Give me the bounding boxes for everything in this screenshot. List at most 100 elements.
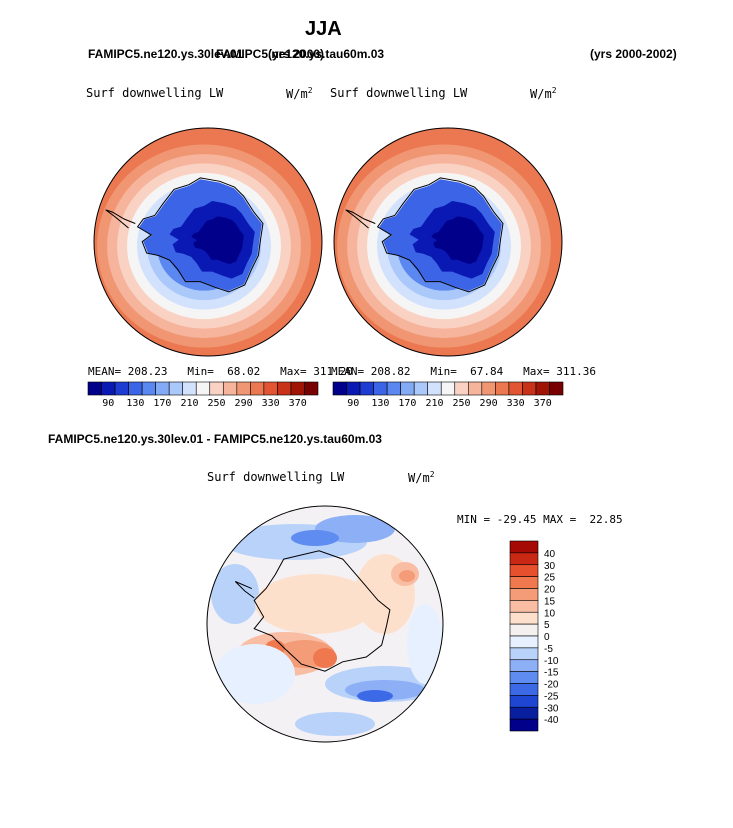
colorbar-tick-label: 20 [544,585,556,596]
colorbar-box [195,381,211,396]
panel1-title: Surf downwelling LW [86,86,224,100]
case-label-a: FAMIPC5.ne120.ys.30lev.01 [88,47,244,61]
peninsula-coastline [105,209,136,229]
colorbar-box [509,576,539,589]
colorbar-1: 90 130 170 210 250 290 330 370 [87,381,319,409]
colorbar-box [87,381,102,396]
colorbar-tick-label: 15 [544,596,556,607]
colorbar-box [509,718,539,732]
colorbar-tick-label: 290 [480,398,498,409]
colorbar-tick-label: -15 [544,668,559,679]
colorbar-tick-label: 90 [102,398,114,409]
colorbar-box [101,381,116,396]
panel2-title: Surf downwelling LW [330,86,468,100]
colorbar-box [373,381,388,396]
colorbar-tick-label: 130 [371,398,389,409]
panel-1-plot [93,127,323,357]
colorbar-box [509,659,539,672]
colorbar-box [509,611,539,625]
colorbar-box [509,552,539,566]
colorbar-box [509,600,539,613]
colorbar-tick-label: 0 [544,632,550,643]
colorbar-box [509,564,539,577]
colorbar-box [141,381,156,396]
land-min-region [191,216,244,265]
colorbar-box [509,695,539,708]
field-layer [94,128,322,356]
colorbar-tick-label: 330 [262,398,280,409]
colorbar-tick-label: 10 [544,608,556,619]
colorbar-tick-label: 370 [534,398,552,409]
panel1-stats: MEAN= 208.23 Min= 68.02 Max= 311.20 [88,365,353,378]
colorbar-box [522,381,537,396]
coastline [136,177,264,293]
colorbar-tick-label: 330 [507,398,525,409]
colorbar-tick-label: -30 [544,703,559,714]
panel3-title: Surf downwelling LW [207,470,345,484]
colorbar-tick-label: 210 [425,398,443,409]
diff-anomaly-patch [313,648,337,668]
colorbar-box [509,540,539,554]
colorbar-box [332,381,347,396]
colorbar-tick-label: 130 [126,398,144,409]
panel2-units: W/m2 [530,86,557,101]
colorbar-box [549,381,564,396]
land-min-region [431,216,484,265]
colorbar-box [236,381,251,396]
diff-anomaly-patch [255,574,375,634]
colorbar-box [509,588,539,601]
colorbar-tick-label: -25 [544,691,559,702]
colorbar-box [277,381,292,396]
colorbar-tick-label: -10 [544,656,559,667]
panel3-stats: MIN = -29.45 MAX = 22.85 [457,513,623,526]
colorbar-tick-label: -40 [544,715,559,726]
colorbar-box [304,381,319,396]
colorbar-tick-label: 170 [398,398,416,409]
diff-title: FAMIPC5.ne120.ys.30lev.01 - FAMIPC5.ne12… [48,432,382,446]
colorbar-tick-label: 5 [544,620,550,631]
page-title: JJA [305,18,342,40]
colorbar-box [495,381,510,396]
colorbar-box [209,381,224,396]
diff-anomaly-patch [215,644,295,704]
diff-anomaly-patch [407,604,443,684]
colorbar-tick-label: 370 [289,398,307,409]
colorbar-tick-label: 30 [544,561,556,572]
colorbar-box [128,381,143,396]
panel1-units: W/m2 [286,86,313,101]
colorbar-box [454,381,469,396]
colorbar-box [114,381,129,396]
colorbar-2: 90 130 170 210 250 290 330 370 [332,381,564,409]
map-border [333,127,563,357]
panel-3-plot [206,505,444,743]
years-left: (yrs 2000) [268,47,325,61]
years-right: (yrs 2000-2002) [590,47,677,61]
coastline [376,177,504,293]
field-layer [207,506,443,742]
colorbar-box [168,381,184,396]
colorbar-box [535,381,550,396]
colorbar-tick-label: 290 [235,398,253,409]
peninsula-coastline [345,209,376,229]
colorbar-tick-label: 250 [452,398,470,409]
colorbar-box [509,635,539,649]
map-border [93,127,323,357]
colorbar-box [509,623,539,637]
panel2-stats: MEAN= 208.82 Min= 67.84 Max= 311.36 [331,365,596,378]
colorbar-box [250,381,265,396]
colorbar-tick-label: 90 [347,398,359,409]
colorbar-tick-label: 250 [207,398,225,409]
colorbar-tick-label: -20 [544,680,559,691]
colorbar-box [508,381,523,396]
colorbar-box [182,381,197,396]
colorbar-tick-label: 40 [544,549,556,560]
colorbar-tick-label: -5 [544,644,553,655]
colorbar-box [290,381,305,396]
colorbar-tick-label: 25 [544,573,556,584]
colorbar-box [346,381,361,396]
panel-2-plot [333,127,563,357]
diff-anomaly-patch [211,564,259,624]
colorbar-box [509,706,539,720]
colorbar-box [155,381,170,396]
